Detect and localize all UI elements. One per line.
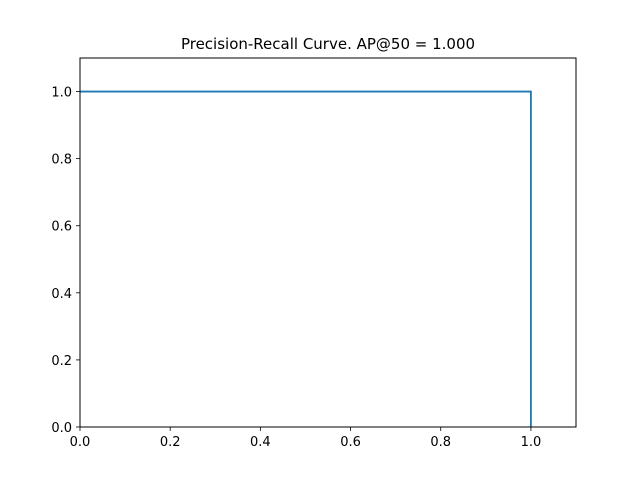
x-tick-label-5: 1.0 (521, 435, 542, 450)
pr-curve-line-0 (80, 90, 532, 427)
y-tick-label-1: 0.2 (51, 354, 72, 369)
x-tick-label-1: 0.2 (160, 435, 181, 450)
x-tick-label-3: 0.6 (340, 435, 361, 450)
x-tick-label-0: 0.0 (70, 435, 91, 450)
plot-area (80, 90, 532, 427)
x-tick-label-4: 0.8 (430, 435, 451, 450)
x-tick-label-2: 0.4 (250, 435, 271, 450)
chart-title: Precision-Recall Curve. AP@50 = 1.000 (181, 35, 475, 53)
y-tick-label-2: 0.4 (51, 287, 72, 302)
y-tick-label-4: 0.8 (51, 153, 72, 168)
y-tick-label-5: 1.0 (51, 86, 72, 101)
y-tick-label-3: 0.6 (51, 220, 72, 235)
axes-frame (79, 57, 577, 428)
y-tick-label-0: 0.0 (51, 421, 72, 436)
axis-ticks: 0.0 0.2 0.4 0.6 0.8 1.0 0.0 0.2 0.4 0.6 0.8 1.0 (51, 86, 541, 450)
